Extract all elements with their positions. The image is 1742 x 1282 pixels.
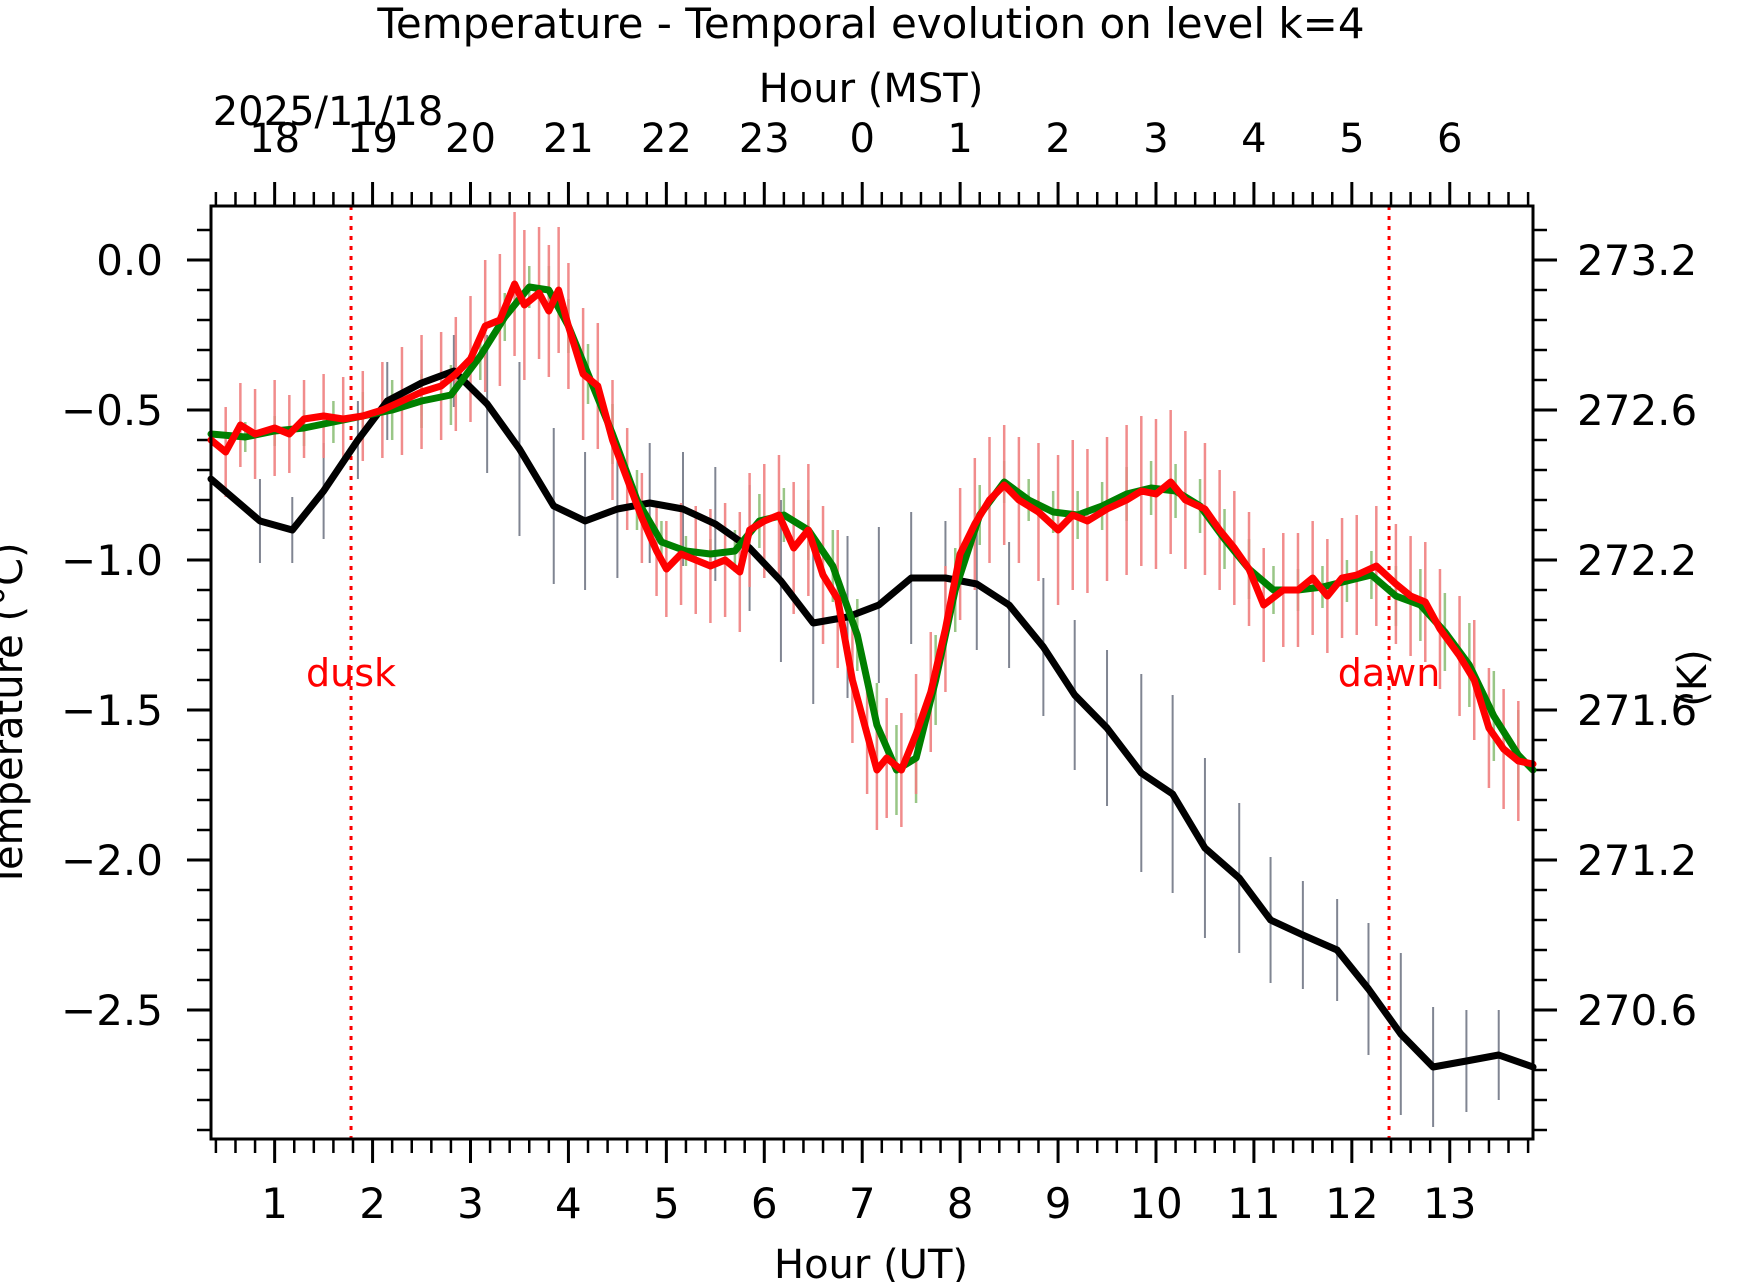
y-tick-label: −0.5 bbox=[61, 386, 163, 435]
green-series-line bbox=[207, 283, 1537, 774]
top-tick-label: 23 bbox=[739, 116, 790, 162]
top-tick-label: 3 bbox=[1143, 116, 1168, 162]
x-tick-label: 10 bbox=[1129, 1179, 1182, 1228]
top-axis-ticks: 18 19 20 21 22 23 0 1 2 3 4 5 6 bbox=[214, 116, 1530, 206]
y2-tick-label: 271.6 bbox=[1577, 686, 1697, 735]
x-tick-label: 9 bbox=[1045, 1179, 1072, 1228]
y2-tick-label: 273.2 bbox=[1577, 236, 1697, 285]
x-tick-label: 6 bbox=[751, 1179, 778, 1228]
red-series-line bbox=[207, 280, 1537, 774]
top-tick-label: 5 bbox=[1339, 116, 1364, 162]
annotation-dusk: dusk bbox=[306, 651, 396, 695]
y-tick-label: −2.5 bbox=[61, 986, 163, 1035]
x-tick-label: 3 bbox=[457, 1179, 484, 1228]
black-series-errorbars bbox=[210, 335, 1534, 1127]
top-tick-label: 0 bbox=[849, 116, 874, 162]
top-tick-label: 22 bbox=[641, 116, 692, 162]
x-tick-label: 2 bbox=[359, 1179, 386, 1228]
x-tick-label: 5 bbox=[653, 1179, 680, 1228]
y-tick-label: −2.0 bbox=[61, 836, 163, 885]
x-tick-label: 13 bbox=[1423, 1179, 1476, 1228]
y-axis-ticks: 0.0 −0.5 −1.0 −1.5 −2.0 −2.5 bbox=[61, 228, 211, 1132]
chart-title: Temperature - Temporal evolution on leve… bbox=[376, 0, 1364, 48]
top-tick-label: 18 bbox=[249, 116, 300, 162]
top-tick-label: 19 bbox=[347, 116, 398, 162]
x-axis-ticks: 1 2 3 4 5 6 7 8 9 10 11 12 13 bbox=[214, 1139, 1530, 1228]
y2-tick-label: 272.2 bbox=[1577, 536, 1697, 585]
y2-tick-label: 272.6 bbox=[1577, 386, 1697, 435]
top-tick-label: 2 bbox=[1045, 116, 1070, 162]
annotation-dawn: dawn bbox=[1338, 651, 1441, 695]
x-tick-label: 7 bbox=[849, 1179, 876, 1228]
date-label: 2025/11/18 bbox=[213, 89, 444, 135]
y-axis-label: Temperature (°C) bbox=[0, 542, 32, 888]
x-tick-label: 8 bbox=[947, 1179, 974, 1228]
x-tick-label: 1 bbox=[261, 1179, 288, 1228]
black-series-line bbox=[207, 367, 1537, 1071]
y-tick-label: 0.0 bbox=[96, 236, 163, 285]
top-tick-label: 21 bbox=[543, 116, 594, 162]
top-tick-label: 20 bbox=[445, 116, 496, 162]
top-axis-label: Hour (MST) bbox=[759, 66, 984, 112]
red-series-errorbars bbox=[209, 212, 1535, 830]
x-tick-label: 11 bbox=[1227, 1179, 1280, 1228]
y2-axis-label: (K) bbox=[1670, 649, 1716, 706]
top-tick-label: 4 bbox=[1241, 116, 1266, 162]
y-tick-label: −1.0 bbox=[61, 536, 163, 585]
y-tick-label: −1.5 bbox=[61, 686, 163, 735]
top-tick-label: 6 bbox=[1437, 116, 1462, 162]
y2-tick-label: 271.2 bbox=[1577, 836, 1697, 885]
y2-axis-ticks: 273.2 272.6 272.2 271.6 271.2 270.6 bbox=[1533, 228, 1697, 1132]
x-axis-label: Hour (UT) bbox=[774, 1242, 968, 1282]
plot-area: dusk dawn bbox=[207, 206, 1537, 1139]
annotations: dusk dawn bbox=[306, 206, 1440, 1139]
x-tick-label: 4 bbox=[555, 1179, 582, 1228]
x-tick-label: 12 bbox=[1325, 1179, 1378, 1228]
top-tick-label: 1 bbox=[947, 116, 972, 162]
green-series-errorbars bbox=[209, 266, 1535, 815]
y2-tick-label: 270.6 bbox=[1577, 986, 1697, 1035]
plot-frame bbox=[209, 204, 1535, 1141]
